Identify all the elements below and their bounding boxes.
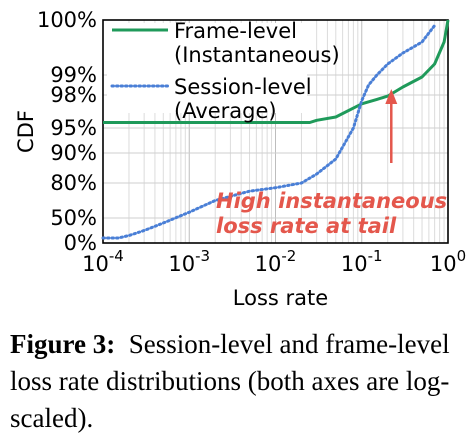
y-tick-label: 95%: [50, 116, 97, 140]
caption-text: Session-level and frame-level loss rate …: [10, 329, 450, 433]
series-line-session-level: [101, 24, 437, 240]
x-tick-label: 10-2: [255, 247, 297, 276]
annotation-line-2: loss rate at tail: [216, 214, 397, 238]
y-tick-labels: 0%50% 80% 90%95% 98%99% 100%: [37, 8, 97, 255]
series-layer: [101, 19, 450, 240]
legend: Frame-level(Instantaneous) Session-level(…: [107, 19, 340, 123]
caption-label: Figure 3:: [10, 329, 116, 359]
y-tick-label: 98%: [50, 83, 97, 107]
y-axis-label: CDF: [14, 110, 38, 153]
y-tick-label: 100%: [37, 8, 97, 32]
y-tick-label: 50%: [50, 206, 97, 230]
y-tick-label: 80%: [50, 171, 97, 195]
y-tick-label: 99%: [50, 63, 97, 87]
series-line-frame-level: [103, 19, 450, 124]
y-tick-label: 0%: [64, 231, 97, 255]
x-tick-label: 10-4: [82, 247, 124, 276]
x-tick-label: 100: [430, 247, 466, 276]
legend-label-line2: (Instantaneous): [174, 43, 340, 67]
legend-label-line2: (Average): [174, 99, 277, 123]
x-tick-label: 10-1: [341, 247, 383, 276]
legend-label: Frame-level: [174, 19, 297, 43]
x-tick-labels: 10-4 10-3 10-2 10-1 100: [82, 247, 466, 276]
x-tick-label: 10-3: [168, 247, 210, 276]
legend-label: Session-level: [174, 75, 312, 99]
x-axis-label: Loss rate: [233, 286, 328, 310]
cdf-chart: 0%50%80%90%95%98%99%100% 10-4 10-3 10-2 10-…: [14, 8, 466, 310]
legend-background: [107, 23, 307, 113]
annotation-arrow-head: [385, 89, 398, 104]
plot-frame: [102, 19, 449, 244]
figure-caption: Figure 3: Session-level and frame-level …: [10, 326, 470, 437]
y-tick-label: 90%: [50, 141, 97, 165]
annotation-line-1: High instantaneous: [216, 189, 447, 213]
